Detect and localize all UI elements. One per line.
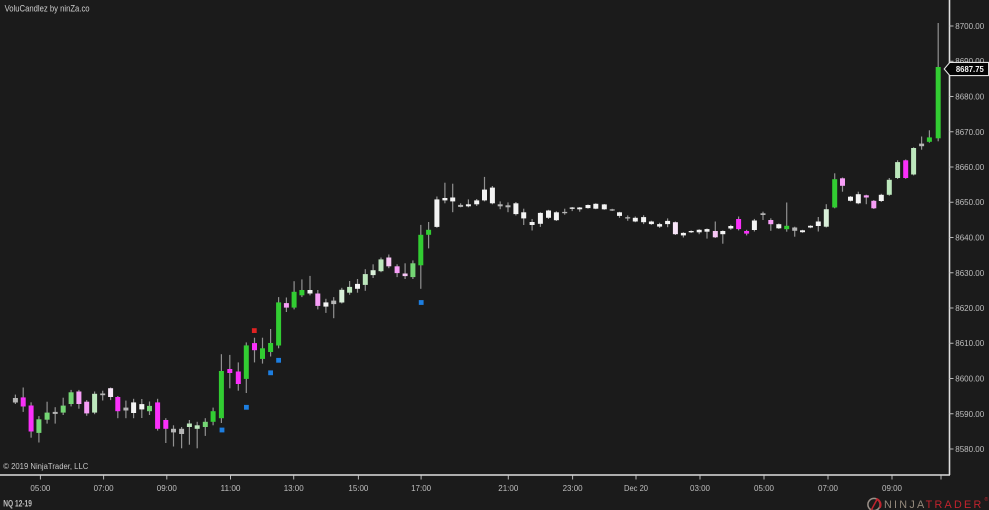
svg-text:17:00: 17:00 bbox=[411, 484, 432, 493]
svg-text:13:00: 13:00 bbox=[284, 484, 305, 493]
svg-text:05:00: 05:00 bbox=[30, 484, 51, 493]
svg-text:8600.00: 8600.00 bbox=[955, 375, 984, 384]
svg-text:23:00: 23:00 bbox=[563, 484, 584, 493]
svg-text:07:00: 07:00 bbox=[818, 484, 839, 493]
svg-text:© 2019 NinjaTrader, LLC: © 2019 NinjaTrader, LLC bbox=[3, 462, 88, 471]
svg-text:15:00: 15:00 bbox=[348, 484, 369, 493]
svg-text:8630.00: 8630.00 bbox=[955, 269, 984, 278]
svg-text:09:00: 09:00 bbox=[157, 484, 178, 493]
svg-text:11:00: 11:00 bbox=[221, 484, 242, 493]
svg-text:8640.00: 8640.00 bbox=[955, 234, 984, 243]
svg-text:8620.00: 8620.00 bbox=[955, 304, 984, 313]
svg-text:07:00: 07:00 bbox=[94, 484, 115, 493]
svg-text:8650.00: 8650.00 bbox=[955, 198, 984, 207]
svg-text:8700.00: 8700.00 bbox=[955, 22, 984, 31]
svg-text:8660.00: 8660.00 bbox=[955, 163, 984, 172]
svg-text:8687.75: 8687.75 bbox=[956, 64, 984, 74]
svg-text:03:00: 03:00 bbox=[690, 484, 711, 493]
svg-text:8680.00: 8680.00 bbox=[955, 93, 984, 102]
svg-text:VoluCandlez by ninZa.co: VoluCandlez by ninZa.co bbox=[5, 3, 90, 13]
svg-text:8610.00: 8610.00 bbox=[955, 339, 984, 348]
svg-text:8690.00: 8690.00 bbox=[955, 57, 984, 66]
svg-text:05:00: 05:00 bbox=[754, 484, 775, 493]
svg-text:8580.00: 8580.00 bbox=[955, 445, 984, 454]
svg-text:8670.00: 8670.00 bbox=[955, 128, 984, 137]
svg-text:NINJATRADER: NINJATRADER bbox=[884, 499, 984, 510]
svg-text:NQ 12-19: NQ 12-19 bbox=[3, 498, 32, 508]
svg-text:®: ® bbox=[985, 496, 989, 503]
svg-text:8590.00: 8590.00 bbox=[955, 410, 984, 419]
svg-text:09:00: 09:00 bbox=[882, 484, 903, 493]
svg-text:21:00: 21:00 bbox=[498, 484, 519, 493]
svg-text:Dec 20: Dec 20 bbox=[624, 484, 649, 493]
